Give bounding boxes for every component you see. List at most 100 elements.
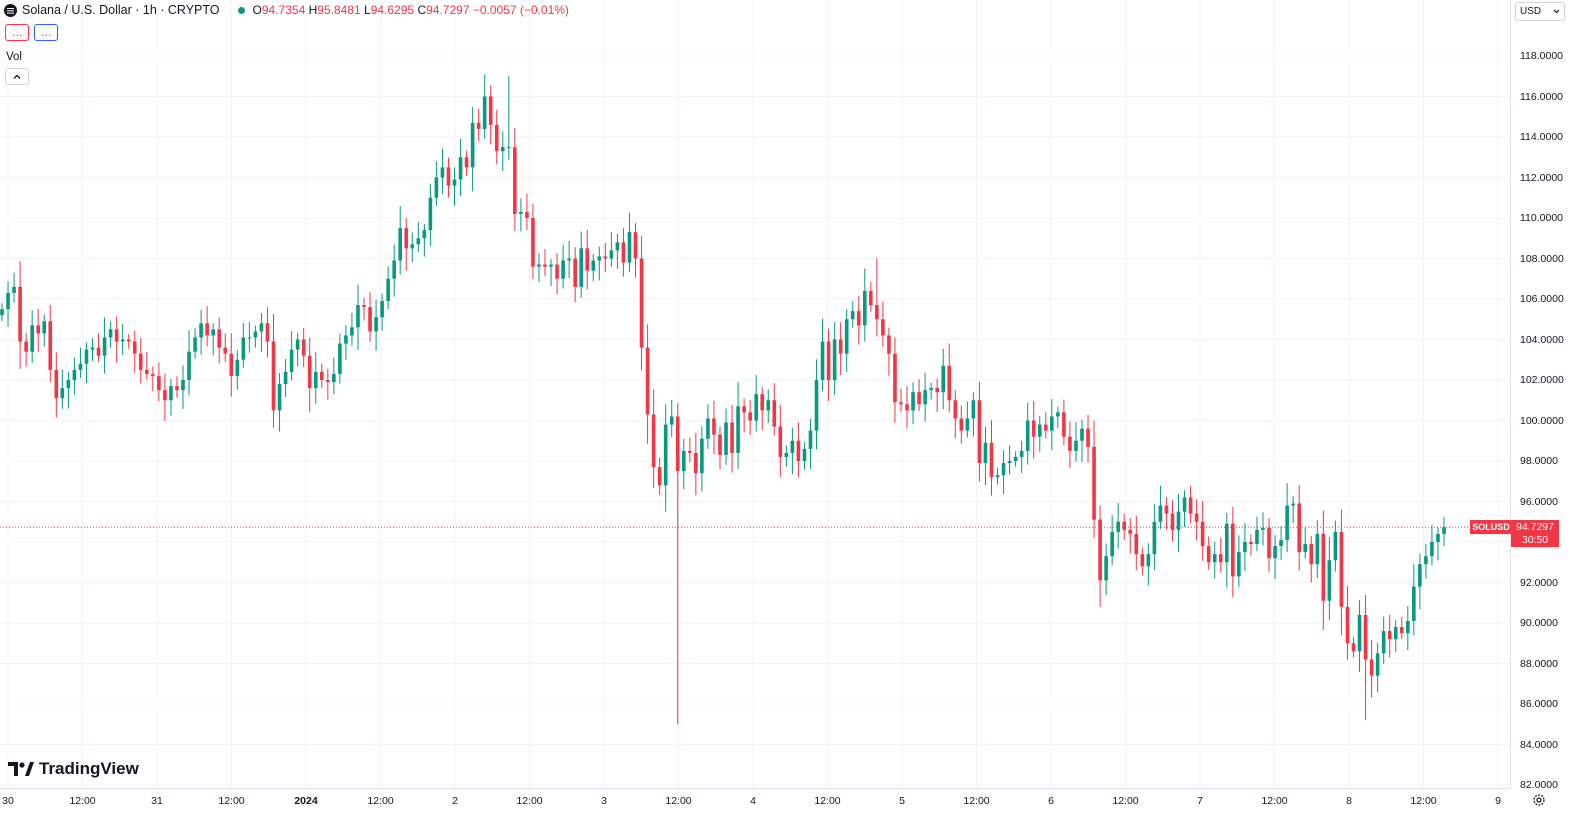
candle[interactable] bbox=[319, 363, 324, 389]
price-axis[interactable]: 118.0000 116.0000 114.0000 112.0000 110.0000… bbox=[1510, 0, 1580, 791]
candle[interactable] bbox=[639, 236, 644, 371]
candle[interactable] bbox=[935, 378, 939, 412]
candle[interactable] bbox=[265, 307, 270, 358]
candle[interactable] bbox=[1128, 518, 1133, 554]
collapse-button[interactable] bbox=[5, 68, 29, 85]
candle[interactable] bbox=[283, 358, 288, 398]
candle[interactable] bbox=[742, 398, 746, 433]
candle[interactable] bbox=[718, 426, 722, 470]
candle[interactable] bbox=[181, 365, 185, 409]
candle[interactable] bbox=[712, 400, 716, 455]
candle[interactable] bbox=[307, 337, 312, 413]
candle[interactable] bbox=[163, 373, 167, 422]
candle[interactable] bbox=[1164, 497, 1169, 531]
candle[interactable] bbox=[404, 218, 409, 271]
candle[interactable] bbox=[36, 308, 41, 352]
candle[interactable] bbox=[591, 253, 596, 282]
candle[interactable] bbox=[609, 231, 614, 267]
candle[interactable] bbox=[18, 261, 22, 369]
candle[interactable] bbox=[875, 258, 879, 337]
candle[interactable] bbox=[645, 324, 650, 444]
candle[interactable] bbox=[862, 268, 867, 342]
candle[interactable] bbox=[169, 378, 173, 416]
symbol-title[interactable]: Solana / U.S. Dollar · 1h · CRYPTO bbox=[22, 3, 220, 17]
candle[interactable] bbox=[1092, 420, 1096, 538]
candle[interactable] bbox=[144, 352, 149, 380]
candle[interactable] bbox=[362, 297, 366, 321]
candle[interactable] bbox=[1315, 520, 1320, 578]
market-status-icon[interactable] bbox=[237, 6, 245, 14]
candle[interactable] bbox=[1303, 527, 1308, 559]
candle[interactable] bbox=[102, 317, 107, 374]
candle[interactable] bbox=[114, 316, 119, 363]
candle[interactable] bbox=[724, 408, 728, 465]
candle[interactable] bbox=[1231, 506, 1235, 598]
candle[interactable] bbox=[42, 314, 47, 347]
candle[interactable] bbox=[1399, 617, 1404, 640]
candle[interactable] bbox=[205, 306, 209, 347]
candle[interactable] bbox=[772, 383, 777, 436]
candle[interactable] bbox=[1387, 614, 1392, 658]
candle[interactable] bbox=[887, 327, 891, 376]
candle[interactable] bbox=[151, 366, 155, 392]
candle[interactable] bbox=[1249, 534, 1253, 556]
candle[interactable] bbox=[826, 328, 831, 401]
candle[interactable] bbox=[434, 161, 439, 206]
candle[interactable] bbox=[525, 193, 529, 231]
price-chart[interactable] bbox=[0, 0, 1510, 788]
candle[interactable] bbox=[1116, 503, 1121, 549]
candle[interactable] bbox=[1255, 516, 1259, 552]
candle[interactable] bbox=[995, 467, 1000, 485]
candle[interactable] bbox=[1267, 518, 1271, 572]
candle[interactable] bbox=[0, 303, 4, 322]
candle[interactable] bbox=[802, 441, 807, 470]
candle[interactable] bbox=[138, 338, 143, 384]
settings-icon[interactable] bbox=[1532, 793, 1546, 807]
candle[interactable] bbox=[651, 389, 656, 489]
candle[interactable] bbox=[597, 246, 602, 281]
candle[interactable] bbox=[1200, 500, 1205, 561]
candle[interactable] bbox=[470, 107, 475, 192]
candle[interactable] bbox=[1122, 513, 1127, 541]
candle[interactable] bbox=[1351, 636, 1356, 658]
candle[interactable] bbox=[1152, 503, 1157, 571]
candle[interactable] bbox=[881, 301, 885, 347]
candle[interactable] bbox=[1237, 535, 1241, 588]
candle[interactable] bbox=[374, 299, 378, 351]
candle[interactable] bbox=[253, 325, 258, 348]
candle[interactable] bbox=[410, 232, 415, 263]
candle[interactable] bbox=[1297, 485, 1302, 571]
candle[interactable] bbox=[241, 322, 246, 369]
candle[interactable] bbox=[422, 223, 427, 257]
candle[interactable] bbox=[90, 338, 95, 362]
candle[interactable] bbox=[30, 310, 34, 363]
candle[interactable] bbox=[1146, 543, 1151, 586]
indicator-button-2[interactable]: … bbox=[34, 24, 58, 41]
candle[interactable] bbox=[808, 418, 813, 469]
candle[interactable] bbox=[48, 304, 53, 383]
candle[interactable] bbox=[1345, 586, 1350, 660]
candle[interactable] bbox=[96, 333, 101, 362]
candle[interactable] bbox=[1074, 422, 1078, 462]
candle[interactable] bbox=[911, 382, 915, 425]
candle[interactable] bbox=[428, 183, 433, 247]
candle[interactable] bbox=[820, 318, 825, 391]
candle[interactable] bbox=[157, 362, 161, 402]
candle[interactable] bbox=[669, 400, 674, 437]
candle[interactable] bbox=[416, 222, 421, 253]
candle[interactable] bbox=[1309, 535, 1314, 583]
candle[interactable] bbox=[6, 281, 10, 327]
candle[interactable] bbox=[953, 390, 958, 439]
candle[interactable] bbox=[259, 312, 264, 352]
candle[interactable] bbox=[500, 131, 505, 172]
candle[interactable] bbox=[126, 334, 131, 349]
candle[interactable] bbox=[211, 323, 215, 356]
candle[interactable] bbox=[1363, 595, 1368, 721]
candle[interactable] bbox=[1224, 512, 1229, 588]
candle[interactable] bbox=[537, 253, 541, 283]
candle[interactable] bbox=[543, 249, 547, 277]
candle[interactable] bbox=[736, 382, 740, 469]
candle[interactable] bbox=[748, 400, 752, 435]
candle[interactable] bbox=[271, 313, 276, 428]
candle[interactable] bbox=[513, 127, 517, 232]
